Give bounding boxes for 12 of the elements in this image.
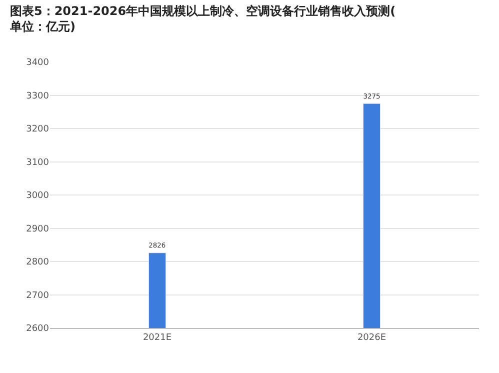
y-tick-label: 2800 xyxy=(26,258,50,268)
y-tick-label: 3400 xyxy=(26,58,50,68)
x-tick-label: 2021E xyxy=(142,332,172,343)
x-tick-label: 2026E xyxy=(357,332,386,343)
y-tick-label: 2600 xyxy=(26,324,50,334)
y-tick-label: 3200 xyxy=(26,124,50,135)
y-tick-label: 3100 xyxy=(26,158,50,168)
y-tick-label: 2700 xyxy=(26,290,50,301)
y-tick-label: 3000 xyxy=(26,191,50,202)
y-tick-label: 3300 xyxy=(26,91,50,102)
chart-title: 图表5：2021-2026年中国规模以上制冷、空调设备行业销售收入预测(单位：亿元) xyxy=(8,4,396,34)
y-tick-label: 2900 xyxy=(26,224,50,234)
